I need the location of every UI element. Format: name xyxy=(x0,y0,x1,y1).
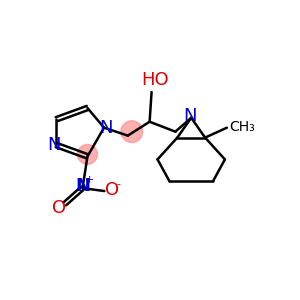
Text: O: O xyxy=(52,199,66,217)
Text: -: - xyxy=(116,179,120,189)
Text: +: + xyxy=(85,175,94,185)
Text: N: N xyxy=(184,107,197,125)
Text: O: O xyxy=(105,181,119,199)
Text: N: N xyxy=(48,136,61,154)
Text: N: N xyxy=(99,119,113,137)
Text: CH₃: CH₃ xyxy=(229,120,255,134)
Text: HO: HO xyxy=(142,71,170,89)
Text: N: N xyxy=(75,177,90,195)
Circle shape xyxy=(121,121,143,142)
Circle shape xyxy=(78,145,98,164)
